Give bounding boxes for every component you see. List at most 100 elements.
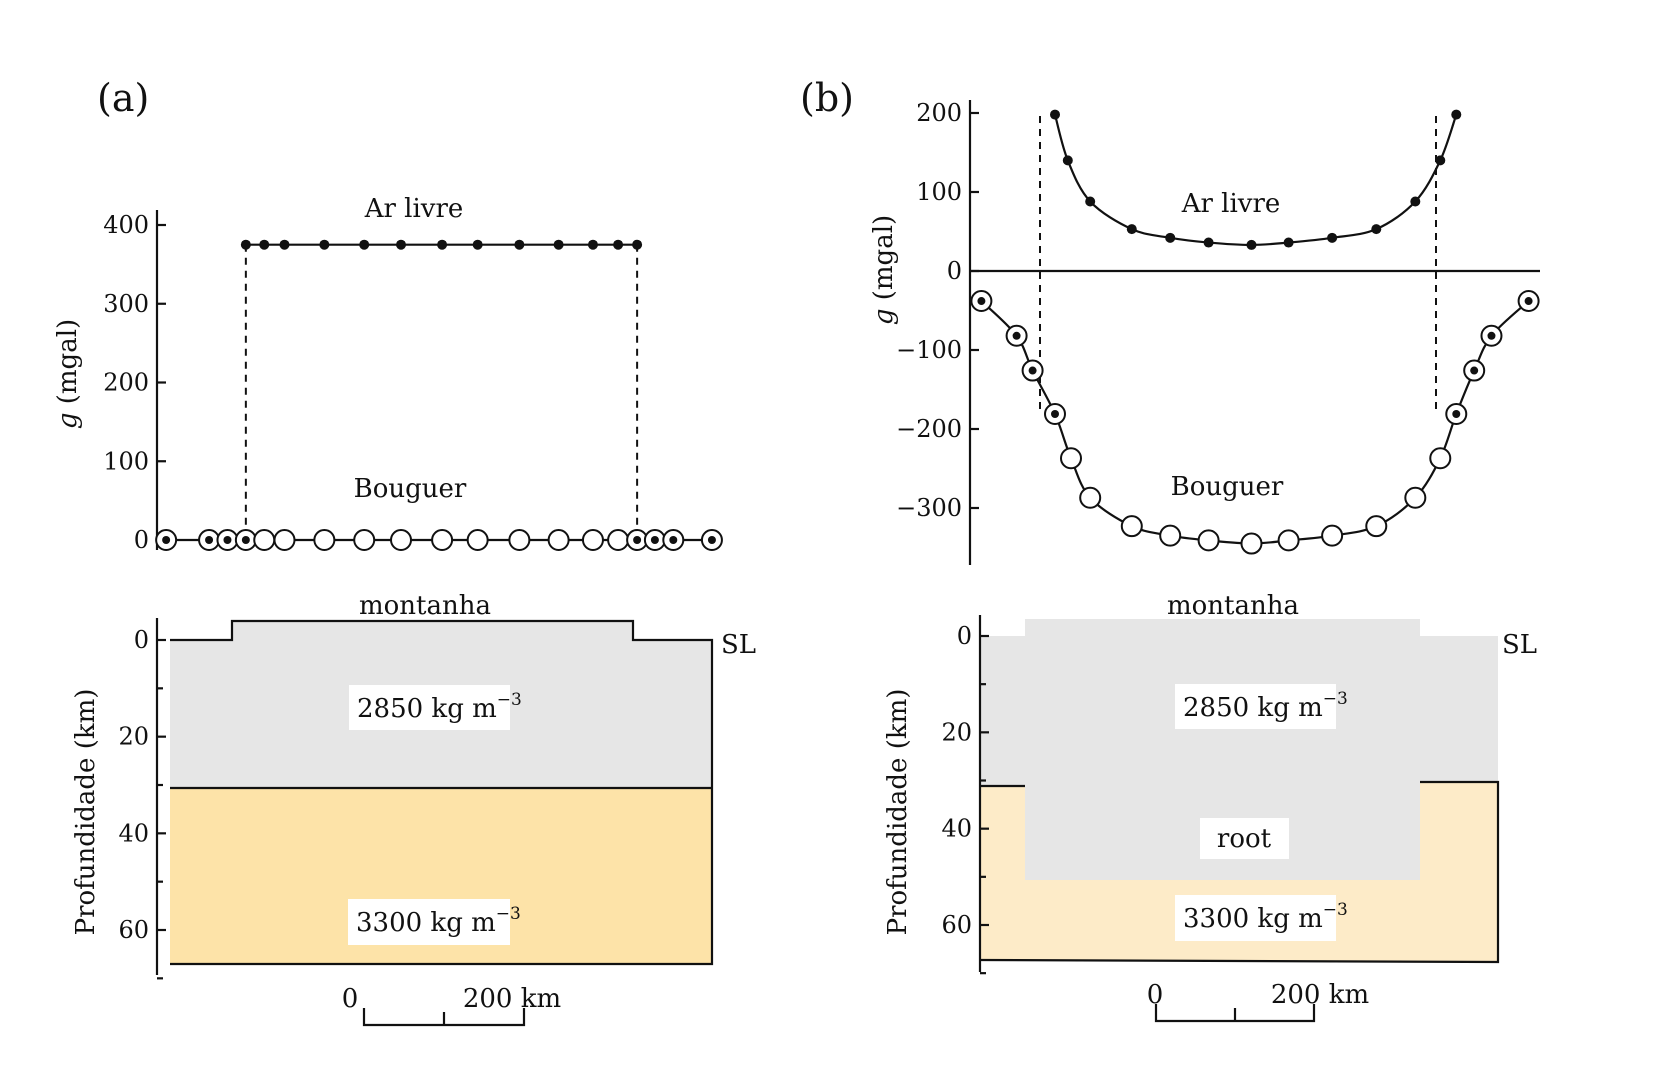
- panel-a-depth-ticks: 0 20 40 60: [118, 626, 166, 980]
- freeair-point: [472, 239, 483, 250]
- g-axis-tick-label: 300: [103, 290, 149, 318]
- bouguer-point-core: [1487, 331, 1496, 340]
- freeair-point: [1451, 109, 1462, 120]
- freeair-point: [259, 239, 270, 250]
- panel-b-scale-label: 200 km: [1271, 980, 1369, 1010]
- panel-a-mantle-block: [170, 788, 712, 964]
- freeair-point: [1435, 155, 1446, 166]
- panel-b-crust-block: [980, 619, 1498, 880]
- panel-b-depth-ticks: 0 20 40 60: [941, 622, 989, 975]
- bouguer-point: [1197, 529, 1220, 552]
- freeair-point: [553, 239, 564, 250]
- freeair-point: [632, 239, 643, 250]
- bouguer-point: [466, 529, 489, 551]
- panel-b-root-box: [1200, 818, 1289, 859]
- bouguer-point: [1365, 515, 1388, 538]
- bouguer-point-core: [669, 536, 678, 544]
- panel-b-crust-density-box: [1175, 684, 1336, 729]
- bouguer-point: [1404, 486, 1427, 509]
- freeair-point: [1371, 224, 1382, 235]
- panel-b-label: (b): [800, 76, 854, 120]
- bouguer-point-core: [205, 536, 214, 544]
- bouguer-point-core: [1452, 409, 1461, 418]
- freeair-point: [1126, 224, 1137, 235]
- panel-b-sea-level-label: SL: [1502, 630, 1537, 660]
- g-axis-tick-label: −200: [896, 415, 962, 443]
- g-axis-tick-label: 0: [947, 257, 962, 285]
- panel-b-mantle-density-box: [1175, 895, 1336, 941]
- bouguer-point: [313, 529, 336, 551]
- bouguer-point: [253, 529, 276, 551]
- panel-b-bouguer-label: Bouguer: [1171, 472, 1284, 502]
- bouguer-point: [607, 529, 630, 551]
- bouguer-point: [1060, 447, 1082, 470]
- depth-axis-tick-label: 20: [118, 723, 149, 751]
- panel-a-crust-density-box: [349, 685, 510, 730]
- panel-a-scale-label: 200 km: [463, 984, 561, 1014]
- g-axis-tick-label: 200: [916, 99, 962, 127]
- g-axis-tick-label: 100: [103, 447, 149, 475]
- bouguer-point: [1120, 515, 1143, 538]
- panel-b-g-ticks: −300 −200 −100 0 100 200: [896, 99, 979, 522]
- panel-a-data-points: [155, 239, 723, 551]
- g-axis-tick-label: 100: [916, 178, 962, 206]
- bouguer-point-core: [1012, 331, 1021, 340]
- bouguer-point-core: [1028, 366, 1037, 375]
- freeair-point: [1165, 232, 1176, 243]
- bouguer-point: [581, 529, 604, 551]
- bouguer-point: [1321, 524, 1344, 547]
- g-axis-tick-label: −300: [896, 494, 962, 522]
- bouguer-point-core: [977, 297, 986, 306]
- panel-b-data-points: [970, 109, 1540, 555]
- bouguer-point-core: [650, 536, 659, 544]
- depth-axis-tick-label: 0: [957, 622, 972, 650]
- g-axis-tick-label: −100: [896, 336, 962, 364]
- depth-axis-tick-label: 0: [134, 626, 149, 654]
- depth-axis-tick-label: 20: [941, 718, 972, 746]
- bouguer-point-core: [707, 536, 716, 544]
- panel-a-g-axis-label: g (mgal): [53, 319, 83, 429]
- freeair-point: [1062, 155, 1073, 166]
- panel-b-scale-zero: 0: [1147, 980, 1164, 1010]
- freeair-point: [1050, 109, 1060, 120]
- bouguer-point: [390, 529, 413, 551]
- freeair-point: [1410, 196, 1421, 207]
- depth-axis-tick-label: 60: [941, 911, 972, 939]
- freeair-point: [613, 239, 624, 250]
- freeair-point: [514, 239, 525, 250]
- freeair-point: [1327, 232, 1338, 243]
- freeair-point: [1246, 239, 1257, 250]
- bouguer-point-core: [223, 536, 232, 544]
- panel-a-mantle-density: 3300 kg m−3: [356, 904, 521, 938]
- panel-b-freeair-label: Ar livre: [1181, 189, 1281, 219]
- freeair-point: [1203, 237, 1214, 248]
- bouguer-point-core: [633, 536, 642, 544]
- bouguer-point: [431, 529, 454, 551]
- panel-a-crust-density: 2850 kg m−3: [357, 690, 522, 724]
- panel-a-sea-level-label: SL: [721, 630, 756, 660]
- panel-a-mountain-label: montanha: [359, 591, 491, 621]
- panel-b-root-label: root: [1217, 824, 1272, 854]
- bouguer-point-core: [1524, 297, 1533, 306]
- freeair-point: [279, 239, 290, 250]
- bouguer-point: [1429, 447, 1452, 470]
- bouguer-point-core: [1051, 409, 1059, 418]
- panel-b-section-outline: [979, 780, 1500, 964]
- panel-a-label: (a): [97, 76, 149, 120]
- bouguer-point: [1079, 486, 1102, 509]
- panel-b-freeair-curve: [1053, 114, 1458, 247]
- freeair-point: [359, 239, 370, 250]
- bouguer-point: [1277, 529, 1300, 552]
- panel-b-mantle-density: 3300 kg m−3: [1183, 900, 1348, 934]
- panel-a-depth-axis-label: Profundidade (km): [71, 689, 101, 936]
- freeair-point: [1085, 196, 1096, 207]
- bouguer-point: [353, 529, 376, 551]
- bouguer-point: [547, 529, 570, 551]
- panel-b-mountain-label: montanha: [1167, 591, 1299, 621]
- bouguer-point-core: [241, 536, 250, 544]
- bouguer-point: [273, 529, 296, 551]
- depth-axis-tick-label: 60: [118, 916, 149, 944]
